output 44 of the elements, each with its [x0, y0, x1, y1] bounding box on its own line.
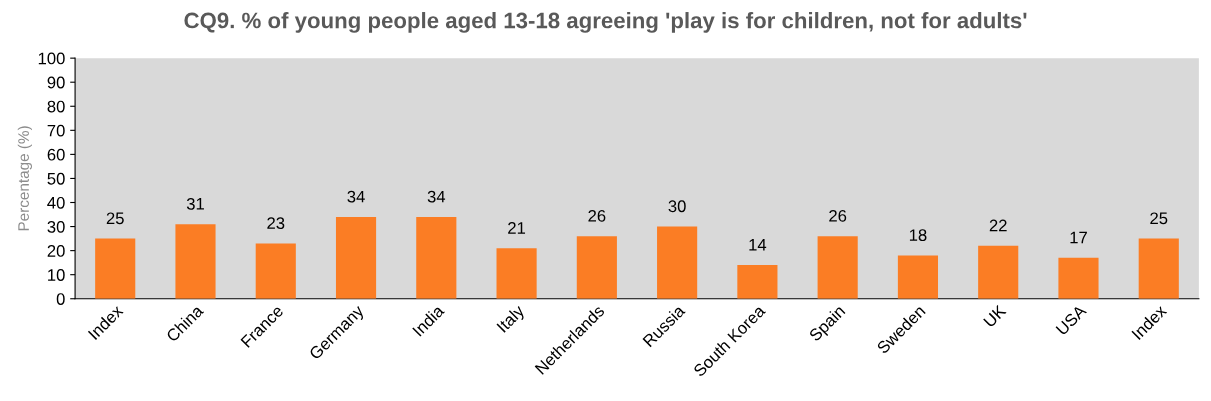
bar	[95, 238, 136, 299]
data-label: 18	[909, 229, 927, 242]
data-label: 34	[347, 190, 365, 203]
y-tick-label: 60	[47, 148, 65, 161]
x-tick-label: USA	[1055, 303, 1088, 336]
bar	[978, 245, 1019, 299]
y-tick-label: 30	[47, 220, 65, 233]
y-tick-label: 40	[47, 196, 65, 209]
x-tick-label: UK	[983, 304, 1007, 328]
data-label: 21	[508, 222, 526, 234]
y-tick-label: 50	[47, 172, 65, 185]
bar	[576, 236, 617, 299]
bar	[416, 216, 457, 299]
data-label: 34	[427, 190, 446, 203]
y-tick-label: 10	[48, 269, 65, 281]
data-label: 26	[588, 209, 606, 222]
bar	[817, 236, 858, 299]
y-tick-label: 100	[38, 52, 65, 65]
bar	[496, 248, 537, 299]
data-label: 25	[106, 212, 124, 225]
data-label: 26	[829, 209, 847, 222]
x-tick-label: Italy	[496, 303, 528, 336]
data-label: 25	[1150, 212, 1168, 225]
data-label: 30	[668, 200, 686, 213]
data-label: 14	[749, 239, 767, 251]
bar	[335, 216, 377, 299]
bar	[255, 243, 296, 299]
y-tick-label: 90	[47, 76, 65, 89]
y-tick-label: 70	[47, 124, 65, 137]
bar	[1138, 238, 1179, 299]
bar	[175, 224, 216, 299]
chart-title: CQ9. % of young people aged 13-18 agreeing 'play is for children, not for adults'	[184, 12, 1027, 33]
bar	[897, 255, 939, 299]
data-label: 22	[989, 219, 1007, 232]
bar	[657, 226, 698, 299]
data-label: 17	[1070, 231, 1087, 244]
bar	[1058, 257, 1099, 299]
bar	[737, 265, 778, 299]
y-tick-label: 80	[47, 100, 65, 113]
y-tick-label: 20	[47, 245, 65, 257]
y-axis-title: Percentage (%)	[17, 126, 32, 231]
data-label: 23	[267, 217, 285, 229]
y-tick-label: 0	[56, 293, 65, 305]
data-label: 31	[186, 197, 204, 210]
